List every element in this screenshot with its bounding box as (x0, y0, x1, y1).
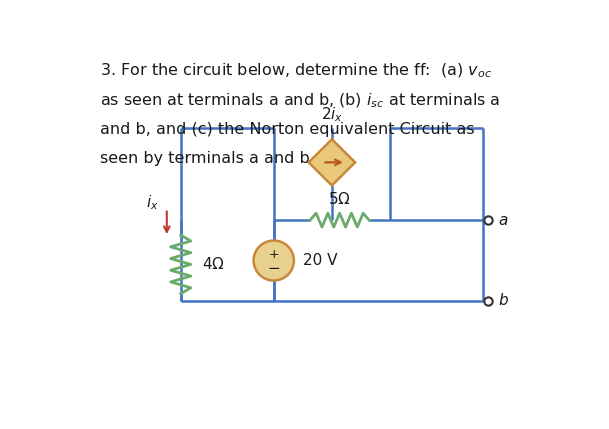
Circle shape (253, 241, 294, 281)
Text: +: + (269, 248, 279, 261)
Text: and b, and (c) the Norton equivalent Circuit as: and b, and (c) the Norton equivalent Cir… (100, 121, 474, 136)
Text: $4\Omega$: $4\Omega$ (202, 257, 225, 272)
Text: $i_x$: $i_x$ (146, 193, 159, 212)
Text: b: b (499, 293, 508, 308)
Text: a: a (499, 213, 508, 228)
Text: as seen at terminals a and b, (b) $i_{sc}$ at terminals a: as seen at terminals a and b, (b) $i_{sc… (100, 92, 500, 110)
Text: 3. For the circuit below, determine the ff:  (a) $v_{oc}$: 3. For the circuit below, determine the … (100, 62, 491, 81)
Polygon shape (309, 139, 355, 185)
Text: seen by terminals a and b.: seen by terminals a and b. (100, 151, 315, 166)
Text: −: − (267, 261, 280, 276)
Text: $2i_x$: $2i_x$ (321, 105, 343, 124)
Text: $5\Omega$: $5\Omega$ (328, 191, 351, 207)
Text: 20 V: 20 V (303, 253, 338, 268)
